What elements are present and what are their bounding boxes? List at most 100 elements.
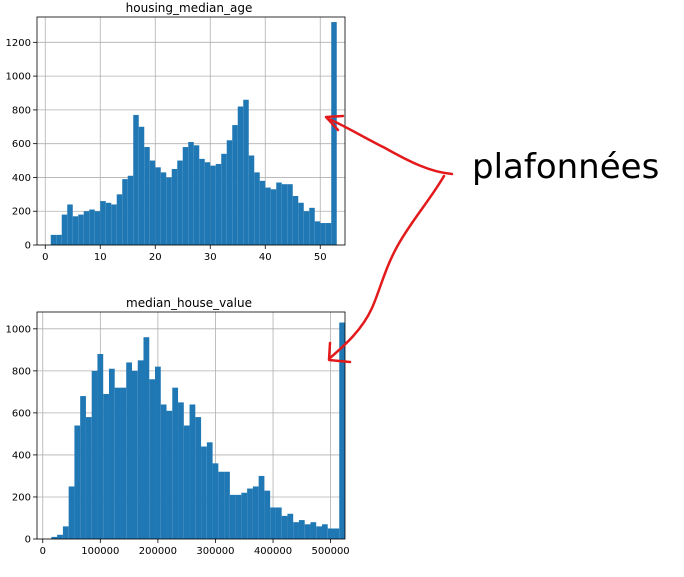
- annotation-label: plafonnées: [472, 147, 659, 187]
- y-tick-label: 400: [12, 450, 31, 461]
- bar: [232, 125, 238, 245]
- bar: [248, 155, 255, 245]
- y-tick-label: 200: [12, 492, 31, 503]
- bar: [61, 214, 68, 245]
- bar: [155, 167, 161, 245]
- bar: [149, 160, 156, 245]
- bar: [114, 387, 121, 539]
- bar: [212, 463, 219, 539]
- bar: [314, 221, 321, 245]
- y-tick-label: 1200: [6, 38, 31, 49]
- x-tick-label: 500000: [312, 546, 350, 557]
- bar: [254, 172, 260, 245]
- bar: [221, 153, 227, 245]
- bar: [137, 360, 144, 539]
- bar: [247, 488, 253, 539]
- bar: [189, 404, 196, 539]
- y-axis-ticks: 0 200 400 600 800 1000 1200: [6, 38, 37, 252]
- bar: [193, 145, 200, 245]
- bar: [166, 410, 173, 539]
- x-tick-label: 300000: [196, 546, 234, 557]
- bar: [281, 515, 288, 539]
- bar: [155, 366, 161, 539]
- bar: [292, 196, 299, 245]
- bar: [97, 354, 104, 539]
- y-tick-label: 1000: [6, 324, 31, 335]
- bar: [320, 223, 326, 245]
- chart-title: housing_median_age: [126, 1, 253, 15]
- bar: [210, 165, 216, 245]
- y-tick-label: 1000: [6, 72, 31, 83]
- bar: [111, 204, 117, 245]
- bar: [85, 417, 92, 539]
- bar: [120, 387, 127, 539]
- bar: [310, 522, 317, 539]
- bar: [177, 160, 183, 245]
- histogram-housing-median-age: housing_median_age 0 10 20 30 40 50 0 200 400 60…: [6, 1, 346, 263]
- bar: [74, 425, 81, 539]
- bar: [303, 211, 310, 245]
- bar: [281, 184, 288, 245]
- bar: [204, 162, 211, 245]
- bar: [298, 520, 305, 539]
- bar: [122, 179, 128, 245]
- grid-lines: [37, 17, 345, 246]
- bar: [51, 536, 58, 539]
- bar: [166, 177, 172, 245]
- histogram-median-house-value: median_house_value 0 100000 200000 300000 40…: [6, 296, 350, 557]
- bar: [72, 216, 79, 245]
- bar: [327, 528, 334, 539]
- bar: [138, 126, 145, 245]
- bar: [276, 182, 282, 245]
- y-tick-label: 200: [12, 207, 31, 218]
- bar: [116, 194, 123, 245]
- plot-frame: [36, 16, 346, 246]
- bar: [264, 490, 271, 539]
- bar: [94, 211, 101, 245]
- bar: [218, 471, 225, 539]
- bar: [149, 379, 156, 539]
- bar: [67, 204, 73, 245]
- bar: [298, 202, 304, 245]
- bar: [321, 524, 328, 539]
- x-tick-label: 50: [314, 252, 327, 263]
- bar: [126, 362, 132, 539]
- x-tick-label: 200000: [139, 546, 177, 557]
- bar: [188, 141, 194, 245]
- annotation: plafonnées: [324, 114, 659, 364]
- bar: [252, 486, 259, 539]
- bar: [178, 402, 184, 539]
- bars: [51, 322, 345, 539]
- plot-frame: [36, 311, 346, 540]
- bar: [127, 175, 134, 245]
- y-tick-label: 0: [25, 241, 31, 252]
- bar: [183, 425, 190, 539]
- bar: [287, 513, 294, 539]
- x-tick-label: 20: [149, 252, 162, 263]
- arrow-head-icon: [327, 341, 352, 364]
- x-tick-label: 400000: [254, 546, 292, 557]
- y-tick-label: 400: [12, 173, 31, 184]
- bar: [287, 184, 293, 245]
- bars: [50, 22, 337, 245]
- bar: [144, 147, 150, 245]
- arrow-head-icon: [324, 114, 345, 132]
- red-arrow-to-value-cap: [328, 174, 446, 360]
- red-arrow-to-age-cap: [325, 116, 454, 176]
- bar: [316, 526, 322, 539]
- bar: [215, 163, 222, 245]
- x-tick-label: 40: [259, 252, 272, 263]
- bar: [243, 99, 249, 245]
- bar: [270, 189, 277, 245]
- y-tick-label: 800: [12, 105, 31, 116]
- x-tick-label: 0: [42, 252, 48, 263]
- bar: [339, 322, 345, 539]
- bar: [91, 370, 98, 539]
- bar: [237, 106, 244, 245]
- bar: [171, 169, 178, 245]
- bar: [172, 387, 179, 539]
- bar: [270, 507, 276, 539]
- bar: [182, 147, 189, 245]
- y-tick-label: 600: [12, 408, 31, 419]
